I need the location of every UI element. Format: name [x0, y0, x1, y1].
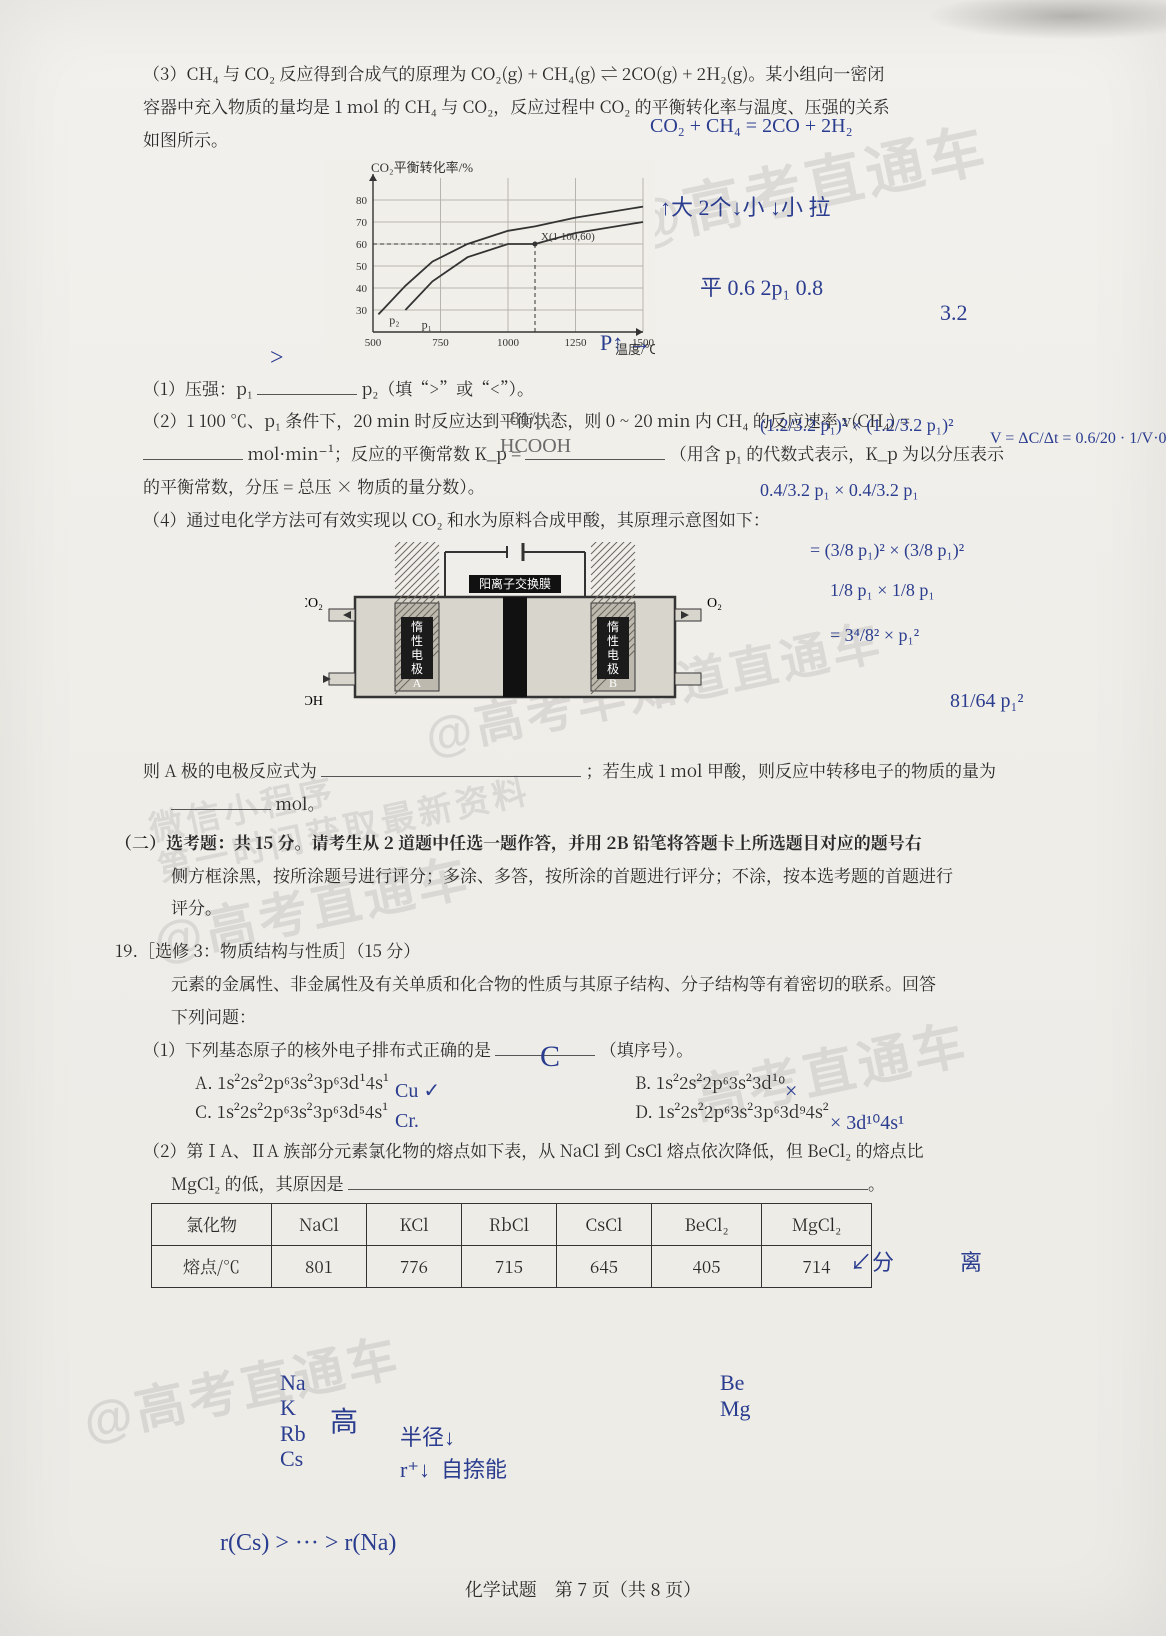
section2-l3: 评分。 — [115, 893, 1075, 922]
page-footer: 化学试题 第 7 页（共 8 页） — [0, 1576, 1166, 1602]
svg-text:HCOOH: HCOOH — [305, 694, 323, 709]
subq1-label: （1）压强：p₁ — [143, 375, 253, 400]
svg-text:1000: 1000 — [497, 337, 520, 349]
blank-kp[interactable] — [525, 442, 665, 460]
svg-text:电: 电 — [411, 648, 423, 662]
table-cell: 405 — [652, 1246, 762, 1288]
svg-text:X(1 100,60): X(1 100,60) — [541, 231, 595, 243]
subq2-line2: mol·min⁻¹；反应的平衡常数 K_p = （用含 p₁ 的代数式表示，K_… — [115, 439, 1075, 468]
q19-sub2-b-text: MgCl₂ 的低，其原因是 — [171, 1170, 344, 1195]
opt-C: C. 1s²2s²2p⁶3s²3p⁶3d⁵4s¹ — [195, 1097, 635, 1126]
svg-text:50: 50 — [356, 261, 368, 273]
subq1-tail: p₂（填“>”或“<”）。 — [362, 375, 535, 400]
q3-line1: （3）CH₄ 与 CO₂ 反应得到合成气的原理为 CO₂(g) + CH₄(g)… — [115, 59, 1075, 88]
blank-rate[interactable] — [143, 442, 243, 460]
svg-text:500: 500 — [365, 337, 382, 349]
q19-sub2-a: （2）第ⅠA、ⅡA 族部分元素氯化物的熔点如下表，从 NaCl 到 CsCl 熔… — [115, 1136, 1075, 1165]
q3-line2: 容器中充入物质的量均是 1 mol 的 CH₄ 与 CO₂，反应过程中 CO₂ … — [115, 92, 1075, 121]
svg-text:40: 40 — [356, 283, 368, 295]
q19-title: 19.［选修 3：物质结构与性质］（15 分） — [115, 936, 1075, 965]
svg-text:750: 750 — [432, 337, 449, 349]
svg-text:p₂: p₂ — [389, 313, 399, 327]
q19-sub1-text: （1）下列基态原子的核外电子排布式正确的是 — [143, 1036, 491, 1061]
hw-bottom2: r(Cs) > ··· > r(Na) — [220, 1530, 396, 1557]
q3-line3: 如图所示。 — [115, 125, 1075, 154]
watermark: @高考直通车 — [76, 1317, 407, 1455]
table-header: CsCl — [557, 1204, 652, 1246]
svg-text:温度/℃: 温度/℃ — [615, 342, 655, 357]
subq4-c: mol。 — [275, 790, 324, 815]
table-row-label: 熔点/℃ — [152, 1246, 272, 1288]
table-cell: 714 — [762, 1246, 872, 1288]
subq4-ask2: mol。 — [115, 789, 1075, 818]
svg-text:性: 性 — [607, 634, 619, 648]
table-cell: 801 — [272, 1246, 367, 1288]
electrolysis-cell-diagram: CO₂HCOOHO₂惰性电极A惰性电极B阳离子交换膜 — [305, 542, 1075, 748]
opt-B: B. 1s²2s²2p⁶3s²3d¹⁰ — [635, 1068, 1075, 1097]
subq2-line1: （2）1 100 ℃、p₁ 条件下，20 min 时反应达到平衡状态，则 0 ~… — [115, 406, 1075, 435]
subq2-line3: 的平衡常数，分压 = 总压 × 物质的量分数）。 — [115, 472, 1075, 501]
co2-conversion-chart: 500750100012501500304050607080p₂p₁X(1 10… — [325, 160, 1075, 368]
hw-na-list: Na K Rb Cs — [280, 1370, 306, 1471]
opt-D: D. 1s²2s²2p⁶3s²3p⁶3d⁹4s² — [635, 1097, 1075, 1126]
q19-opts-row2: C. 1s²2s²2p⁶3s²3p⁶3d⁵4s¹ D. 1s²2s²2p⁶3s²… — [115, 1097, 1075, 1126]
section2-l2: 侧方框涂黑，按所涂题号进行评分；多涂、多答，按所涂的首题进行评分；不涂，按本选考… — [115, 861, 1075, 890]
subq4-b: ；若生成 1 mol 甲酸，则反应中转移电子的物质的量为 — [586, 757, 996, 782]
subq4-ask: 则 A 极的电极反应式为 ；若生成 1 mol 甲酸，则反应中转移电子的物质的量… — [115, 756, 1075, 785]
subq1: （1）压强：p₁ p₂（填“>”或“<”）。 — [115, 374, 1075, 403]
blank-q19-2-reason[interactable] — [348, 1172, 868, 1190]
blank-electrode-eq[interactable] — [321, 759, 581, 777]
hw-na-brace: 高 — [330, 1400, 358, 1440]
table-header: MgCl₂ — [762, 1204, 872, 1246]
hw-bottom1: 半径↓ r⁺↓ 自捺能 — [400, 1420, 507, 1484]
table-header: KCl — [367, 1204, 462, 1246]
svg-text:电: 电 — [607, 648, 619, 662]
svg-text:惰: 惰 — [607, 620, 619, 634]
chloride-mp-table: 氯化物NaClKClRbClCsClBeCl₂MgCl₂熔点/℃80177671… — [151, 1203, 872, 1288]
section2-head: （二）选考题：共 15 分。请考生从 2 道题中任选一题作答，并用 2B 铅笔将… — [115, 828, 1075, 857]
subq2-l2b: （用含 p₁ 的代数式表示，K_p 为以分压表示 — [670, 440, 1004, 465]
svg-text:p₁: p₁ — [422, 317, 432, 331]
table-header: NaCl — [272, 1204, 367, 1246]
q19-intro-a: 元素的金属性、非金属性及有关单质和化合物的性质与其原子结构、分子结构等有着密切的… — [115, 969, 1075, 998]
q19-sub2-b: MgCl₂ 的低，其原因是 。 — [115, 1169, 1075, 1198]
svg-text:CO₂平衡转化率/%: CO₂平衡转化率/% — [371, 160, 473, 175]
q19-intro-b: 下列问题： — [115, 1002, 1075, 1031]
q19-sub1-tail: （填序号）。 — [600, 1036, 694, 1061]
blank-mol-e[interactable] — [171, 792, 271, 810]
svg-text:极: 极 — [607, 662, 619, 676]
subq2-l2a: mol·min⁻¹；反应的平衡常数 K_p = — [247, 440, 525, 465]
svg-text:70: 70 — [356, 217, 368, 229]
svg-text:60: 60 — [356, 239, 368, 251]
opt-A: A. 1s²2s²2p⁶3s²3p⁶3d¹4s¹ — [195, 1068, 635, 1097]
hw-be-list: Be Mg — [720, 1370, 751, 1423]
table-header: RbCl — [462, 1204, 557, 1246]
blank-q19-1[interactable] — [495, 1038, 595, 1056]
scan-smudge — [926, 0, 1166, 40]
svg-text:30: 30 — [356, 305, 368, 317]
table-header: 氯化物 — [152, 1204, 272, 1246]
table-cell: 645 — [557, 1246, 652, 1288]
svg-text:1250: 1250 — [565, 337, 588, 349]
svg-text:CO₂: CO₂ — [305, 596, 323, 611]
subq4-a: 则 A 极的电极反应式为 — [143, 757, 317, 782]
q19-opts-row1: A. 1s²2s²2p⁶3s²3p⁶3d¹4s¹ B. 1s²2s²2p⁶3s²… — [115, 1068, 1075, 1097]
q19-sub1: （1）下列基态原子的核外电子排布式正确的是 （填序号）。 — [115, 1035, 1075, 1064]
table-header: BeCl₂ — [652, 1204, 762, 1246]
svg-text:阳离子交换膜: 阳离子交换膜 — [479, 576, 551, 591]
subq4-line1: （4）通过电化学方法可有效实现以 CO₂ 和水为原料合成甲酸，其原理示意图如下： — [115, 505, 1075, 534]
svg-text:极: 极 — [411, 662, 423, 676]
svg-text:性: 性 — [411, 634, 423, 648]
table-cell: 715 — [462, 1246, 557, 1288]
svg-text:惰: 惰 — [411, 620, 423, 634]
table-cell: 776 — [367, 1246, 462, 1288]
svg-text:O₂: O₂ — [707, 596, 722, 611]
blank-pressure[interactable] — [257, 377, 357, 395]
svg-text:B: B — [609, 676, 617, 690]
svg-text:80: 80 — [356, 195, 368, 207]
svg-text:A: A — [413, 676, 422, 690]
